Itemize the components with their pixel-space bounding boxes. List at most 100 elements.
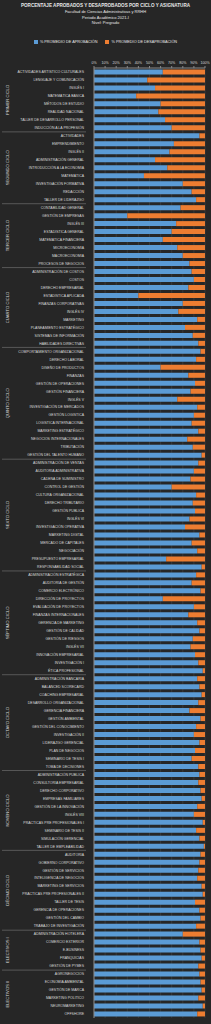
svg-text:INVESTIGACIÓN II: INVESTIGACIÓN II — [54, 732, 84, 737]
svg-text:GERENCIA DE MARKETING: GERENCIA DE MARKETING — [38, 621, 84, 625]
svg-text:GESTIÓN DE RIESGOS: GESTIÓN DE RIESGOS — [45, 636, 84, 641]
svg-text:80%: 80% — [179, 61, 187, 65]
svg-text:GESTIÓN PÚBLICA: GESTIÓN PÚBLICA — [52, 508, 84, 513]
svg-text:FINANZAS INTERNACIONALES: FINANZAS INTERNACIONALES — [33, 613, 85, 617]
svg-text:INVESTIGACIÓN DE MERCADOS: INVESTIGACIÓN DE MERCADOS — [30, 404, 85, 409]
svg-text:ADMINISTRACIÓN BANCARIA: ADMINISTRACIÓN BANCARIA — [35, 676, 85, 681]
svg-text:COMERCIO EXTERIOR: COMERCIO EXTERIOR — [46, 940, 85, 944]
svg-text:CULTURA ORGANIZACIONAL: CULTURA ORGANIZACIONAL — [36, 493, 84, 497]
svg-text:NEGOCIACIÓN: NEGOCIACIÓN — [59, 548, 84, 553]
svg-text:SISTEMAS DE INFORMACIÓN: SISTEMAS DE INFORMACIÓN — [35, 333, 85, 338]
svg-text:PLAN DE NEGOCIOS: PLAN DE NEGOCIOS — [49, 749, 84, 753]
svg-text:CONTROL DE GESTIÓN: CONTROL DE GESTIÓN — [44, 484, 84, 489]
svg-text:INGLÉS VIII: INGLÉS VIII — [65, 812, 84, 817]
svg-text:MATEMÁTICA BÁSICA: MATEMÁTICA BÁSICA — [48, 94, 85, 98]
svg-text:ESTADÍSTICA APLICADA: ESTADÍSTICA APLICADA — [43, 294, 84, 298]
svg-text:PROCESOS DE NEGOCIOS: PROCESOS DE NEGOCIOS — [38, 262, 84, 266]
svg-text:INNOVACIÓN EMPRESARIAL: INNOVACIÓN EMPRESARIAL — [36, 652, 84, 657]
svg-text:INTELIGENCIA DE NEGOCIOS: INTELIGENCIA DE NEGOCIOS — [34, 876, 84, 880]
svg-text:NOVENO CICLO: NOVENO CICLO — [8, 794, 10, 827]
svg-text:CONTABILIDAD GENERAL: CONTABILIDAD GENERAL — [41, 206, 84, 210]
svg-text:GESTIÓN DE SERVICIOS: GESTIÓN DE SERVICIOS — [42, 868, 84, 873]
svg-text:EMPRESAS FAMILIARES: EMPRESAS FAMILIARES — [43, 797, 85, 801]
svg-text:OFFSHORE: OFFSHORE — [65, 1012, 85, 1016]
svg-text:100%: 100% — [200, 61, 203, 65]
svg-text:TOMA DE DECISIONES: TOMA DE DECISIONES — [46, 765, 85, 769]
svg-text:ADMINISTRACIÓN DE VENTAS: ADMINISTRACIÓN DE VENTAS — [33, 460, 85, 465]
svg-text:GESTIÓN DE PYMES: GESTIÓN DE PYMES — [49, 963, 84, 968]
svg-text:COMPORTAMIENTO ORGANIZACIONAL: COMPORTAMIENTO ORGANIZACIONAL — [18, 350, 84, 354]
svg-text:TALLER DE EMPLEABILIDAD: TALLER DE EMPLEABILIDAD — [36, 845, 84, 849]
svg-text:REDACCIÓN: REDACCIÓN — [63, 189, 84, 194]
svg-text:TRIBUTACIÓN: TRIBUTACIÓN — [61, 444, 85, 449]
svg-text:SIMULACIÓN GERENCIAL: SIMULACIÓN GERENCIAL — [41, 836, 84, 841]
svg-text:GESTIÓN DE EMPRESAS: GESTIÓN DE EMPRESAS — [42, 213, 85, 218]
svg-text:ADMINISTRACIÓN DE COSTOS: ADMINISTRACIÓN DE COSTOS — [32, 269, 85, 274]
svg-text:INGLÉS V: INGLÉS V — [68, 397, 85, 402]
svg-text:GESTIÓN DE MARCA: GESTIÓN DE MARCA — [49, 987, 85, 992]
svg-text:GESTIÓN DEL TALENTO HUMANO: GESTIÓN DEL TALENTO HUMANO — [27, 452, 84, 457]
svg-text:PRÁCTICAS PRE PROFESIONALES I: PRÁCTICAS PRE PROFESIONALES I — [23, 821, 84, 825]
svg-text:GOBIERNO CORPORATIVO: GOBIERNO CORPORATIVO — [39, 861, 85, 865]
svg-text:HABILIDADES DIRECTIVAS: HABILIDADES DIRECTIVAS — [39, 342, 85, 346]
svg-text:MARKETING DIGITAL: MARKETING DIGITAL — [49, 533, 84, 537]
svg-text:E-BUSINESS: E-BUSINESS — [63, 948, 85, 952]
svg-text:PRESUPUESTO EMPRESARIAL: PRESUPUESTO EMPRESARIAL — [32, 557, 84, 561]
svg-text:PRÁCTICAS PRE PROFESIONALES II: PRÁCTICAS PRE PROFESIONALES II — [22, 892, 84, 896]
svg-text:GESTIÓN DE LA INNOVACIÓN: GESTIÓN DE LA INNOVACIÓN — [34, 804, 84, 809]
svg-text:SEMINARIO DE TESIS I: SEMINARIO DE TESIS I — [46, 757, 84, 761]
svg-text:NEUROMARKETING: NEUROMARKETING — [51, 1004, 85, 1008]
svg-text:MATEMÁTICA FINANCIERA: MATEMÁTICA FINANCIERA — [39, 238, 84, 242]
svg-text:GERENCIA DE OPERACIONES: GERENCIA DE OPERACIONES — [33, 908, 84, 912]
svg-text:MATEMÁTICA: MATEMÁTICA — [61, 174, 84, 178]
svg-text:AGRONEGOCIOS: AGRONEGOCIOS — [55, 972, 85, 976]
svg-text:DERECHO EMPRESARIAL: DERECHO EMPRESARIAL — [41, 286, 84, 290]
svg-text:ELECTIVOS I: ELECTIVOS I — [8, 937, 10, 963]
svg-text:LOGÍSTICA INTERNACIONAL: LOGÍSTICA INTERNACIONAL — [36, 421, 84, 425]
svg-text:GESTIÓN LOGÍSTICA: GESTIÓN LOGÍSTICA — [49, 412, 85, 417]
svg-text:DERECHO TRIBUTARIO: DERECHO TRIBUTARIO — [45, 501, 85, 505]
svg-text:NEGOCIOS INTERNACIONALES: NEGOCIOS INTERNACIONALES — [31, 437, 85, 441]
svg-text:20%: 20% — [113, 61, 121, 65]
svg-text:GESTIÓN DE OPERACIONES: GESTIÓN DE OPERACIONES — [36, 381, 85, 386]
svg-text:SÉPTIMO CICLO: SÉPTIMO CICLO — [8, 606, 10, 640]
svg-text:EMPRENDIMIENTO: EMPRENDIMIENTO — [52, 142, 84, 146]
svg-text:INGLÉS VII: INGLÉS VII — [66, 644, 84, 649]
svg-text:DIRECCIÓN DE PROYECTOS: DIRECCIÓN DE PROYECTOS — [36, 596, 85, 601]
svg-text:EVALUACIÓN DE PROYECTOS: EVALUACIÓN DE PROYECTOS — [33, 604, 85, 609]
svg-text:INVESTIGACIÓN OPERATIVA: INVESTIGACIÓN OPERATIVA — [36, 524, 85, 529]
svg-text:MARKETING DE SERVICIOS: MARKETING DE SERVICIOS — [37, 884, 84, 888]
svg-text:COSTOS: COSTOS — [69, 278, 84, 282]
svg-text:ÉTICA PROFESIONAL: ÉTICA PROFESIONAL — [48, 668, 84, 673]
svg-text:INVESTIGACIÓN FORMATIVA: INVESTIGACIÓN FORMATIVA — [36, 181, 85, 186]
svg-text:RESPONSABILIDAD SOCIAL: RESPONSABILIDAD SOCIAL — [37, 565, 84, 569]
svg-text:30%: 30% — [124, 61, 132, 65]
svg-text:DERECHO CORPORATIVO: DERECHO CORPORATIVO — [40, 789, 84, 793]
svg-text:DESARROLLO ORGANIZACIONAL: DESARROLLO ORGANIZACIONAL — [28, 701, 84, 705]
svg-text:FRANQUICIAS: FRANQUICIAS — [60, 956, 85, 960]
svg-text:ACTIVIDADES: ACTIVIDADES — [61, 134, 85, 138]
svg-text:FINANZAS: FINANZAS — [67, 374, 85, 378]
svg-text:MÉTODOS DE ESTUDIO: MÉTODOS DE ESTUDIO — [44, 101, 84, 106]
svg-text:PRIMER CICLO: PRIMER CICLO — [8, 84, 10, 115]
svg-text:INGLÉS III: INGLÉS III — [67, 221, 84, 226]
svg-text:50%: 50% — [146, 61, 154, 65]
svg-text:60%: 60% — [157, 61, 165, 65]
svg-text:GESTIÓN AMBIENTAL: GESTIÓN AMBIENTAL — [48, 716, 84, 721]
svg-text:MICROECONOMÍA: MICROECONOMÍA — [53, 246, 84, 250]
svg-text:0%: 0% — [91, 61, 97, 65]
svg-text:90%: 90% — [190, 61, 198, 65]
svg-text:ACTIVIDADES ARTÍSTICO CULTURAL: ACTIVIDADES ARTÍSTICO CULTURALES — [17, 70, 84, 74]
svg-text:LENGUAJE Y COMUNICACIÓN: LENGUAJE Y COMUNICACIÓN — [34, 77, 85, 82]
svg-text:DÉCIMO CICLO: DÉCIMO CICLO — [8, 874, 10, 905]
svg-text:LIDERAZGO GERENCIAL: LIDERAZGO GERENCIAL — [43, 741, 84, 745]
svg-text:DERECHO LABORAL: DERECHO LABORAL — [49, 358, 84, 362]
svg-text:PLANEAMIENTO ESTRATÉGICO: PLANEAMIENTO ESTRATÉGICO — [31, 325, 84, 330]
svg-text:COMERCIO ELECTRÓNICO: COMERCIO ELECTRÓNICO — [38, 588, 84, 593]
svg-text:GERENCIA FINANCIERA: GERENCIA FINANCIERA — [44, 709, 85, 713]
svg-text:MARKETING: MARKETING — [63, 318, 84, 322]
svg-text:GESTIÓN DEL CAMBIO: GESTIÓN DEL CAMBIO — [46, 915, 84, 920]
svg-text:40%: 40% — [135, 61, 143, 65]
svg-text:SEXTO CICLO: SEXTO CICLO — [8, 500, 10, 529]
svg-text:CONSULTORÍA EMPRESARIAL: CONSULTORÍA EMPRESARIAL — [33, 781, 84, 785]
